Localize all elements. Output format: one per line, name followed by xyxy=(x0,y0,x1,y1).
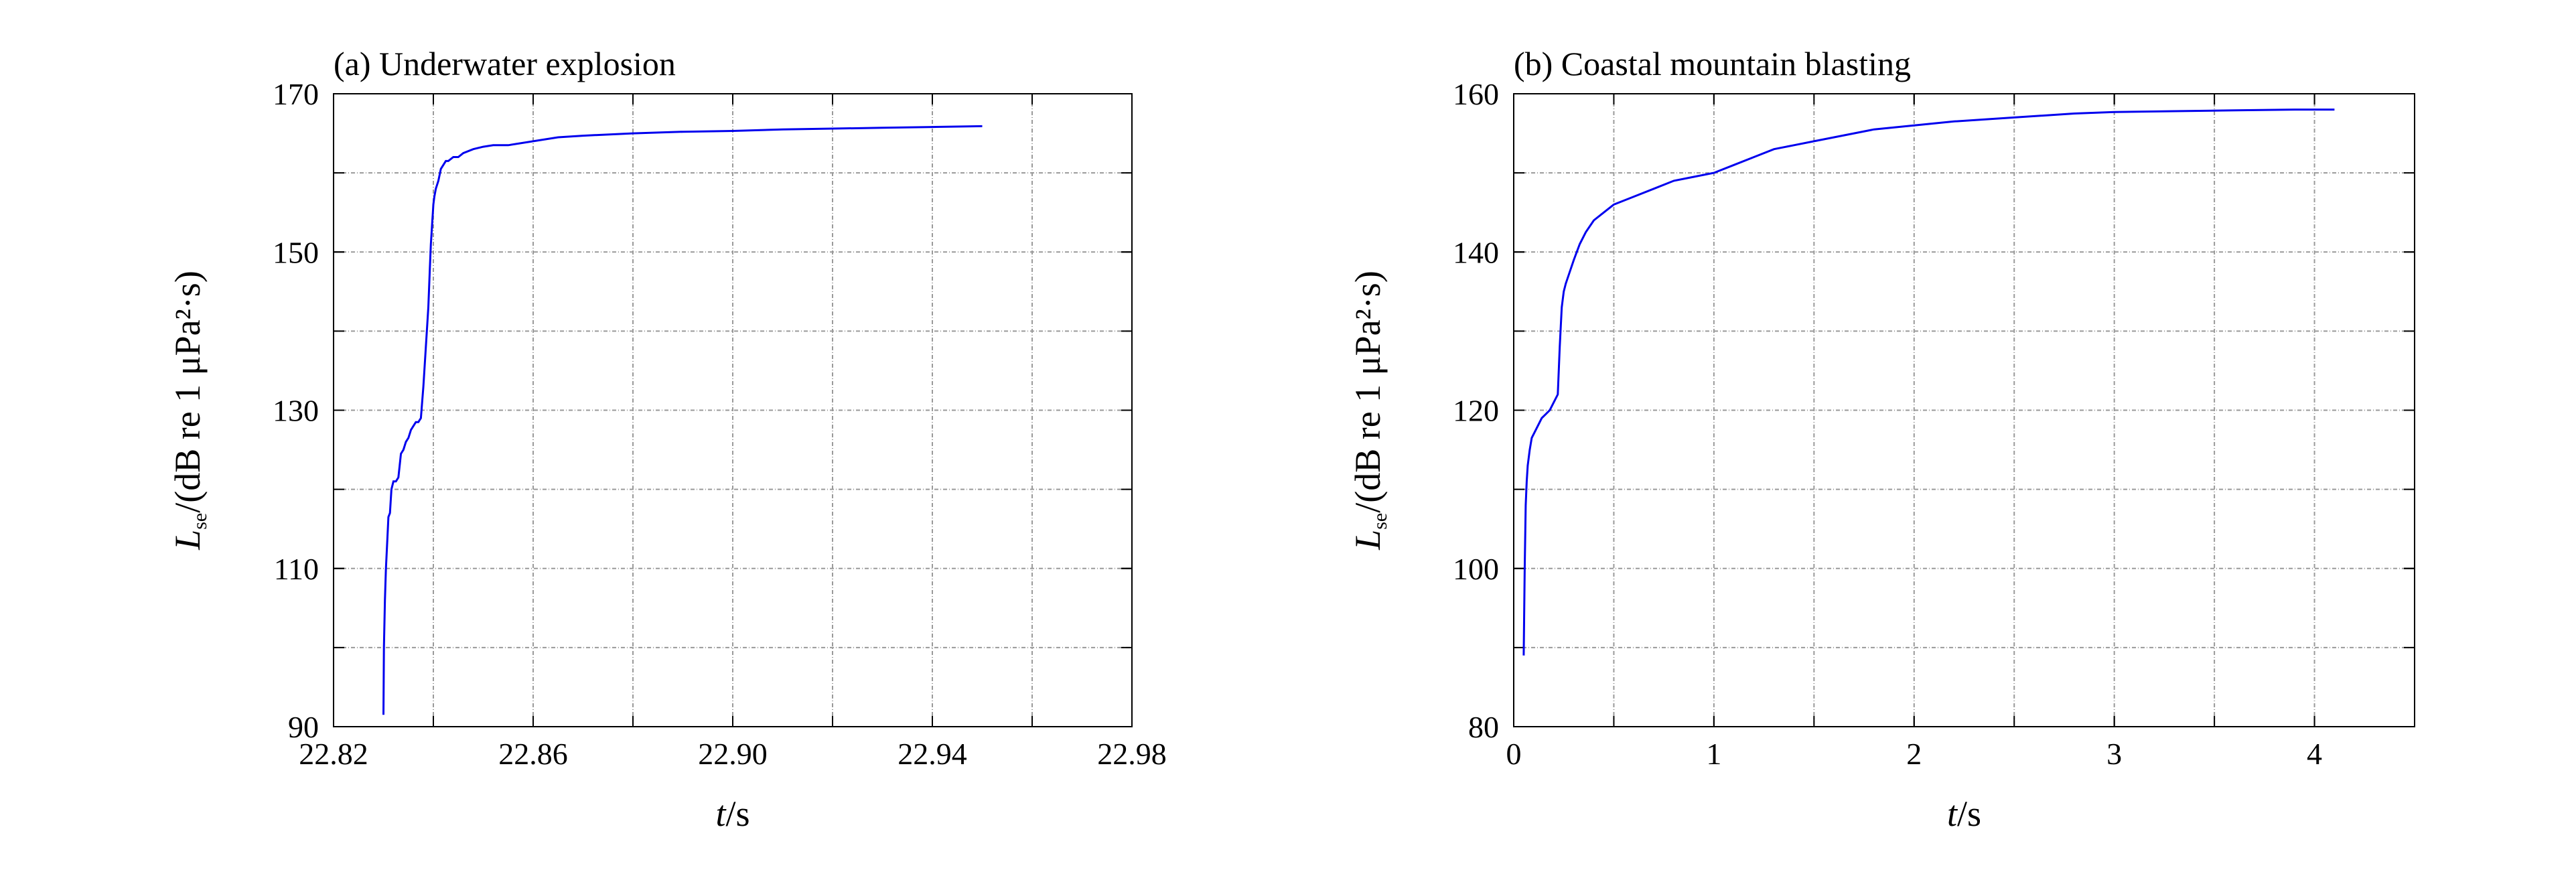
x-tick-labels: 22.82 22.86 22.90 22.94 22.98 xyxy=(299,737,1167,771)
y-tick-label: 140 xyxy=(1453,235,1499,269)
axis-ticks xyxy=(333,93,1133,727)
chart-title: (a) Underwater explosion xyxy=(334,45,676,82)
y-tick-label: 90 xyxy=(288,710,319,744)
x-tick-labels: 0 1 2 3 4 xyxy=(1506,737,2323,771)
y-tick-label: 120 xyxy=(1453,394,1499,428)
y-tick-label: 110 xyxy=(274,552,319,586)
x-tick-label: 22.90 xyxy=(698,737,768,771)
x-tick-label: 22.94 xyxy=(898,737,967,771)
y-tick-label: 160 xyxy=(1453,77,1499,111)
x-tick-label: 4 xyxy=(2307,737,2322,771)
y-axis-label: Lse/(dB re 1 μPa²·s) xyxy=(1348,271,1391,551)
x-tick-label: 0 xyxy=(1506,737,1522,771)
chart-panel-coastal-mountain-blasting: (b) Coastal mountain blasting 0 1 2 3 4 80 10… xyxy=(1348,45,2415,834)
x-tick-label: 1 xyxy=(1706,737,1721,771)
chart-panel-underwater-explosion: (a) Underwater explosion 22.82 22.86 22.90… xyxy=(167,45,1167,834)
gridlines xyxy=(1514,94,2415,727)
x-axis-label: t/s xyxy=(715,794,749,834)
y-tick-labels: 90 110 130 150 170 xyxy=(273,77,319,744)
series-line xyxy=(1522,108,2335,656)
y-tick-label: 100 xyxy=(1453,552,1499,586)
y-tick-label: 150 xyxy=(273,235,319,269)
x-tick-label: 22.98 xyxy=(1097,737,1167,771)
y-tick-label: 130 xyxy=(273,394,319,428)
axis-ticks xyxy=(1513,93,2415,727)
x-tick-label: 2 xyxy=(1906,737,1922,771)
y-tick-label: 80 xyxy=(1468,710,1499,744)
x-tick-label: 22.82 xyxy=(299,737,368,771)
gridlines xyxy=(334,94,1132,727)
y-tick-labels: 80 100 120 140 160 xyxy=(1453,77,1499,744)
x-axis-label: t/s xyxy=(1947,794,1981,834)
y-axis-label: Lse/(dB re 1 μPa²·s) xyxy=(167,271,211,551)
chart-title: (b) Coastal mountain blasting xyxy=(1514,45,1911,82)
series-line xyxy=(382,125,983,715)
x-tick-label: 3 xyxy=(2106,737,2122,771)
y-tick-label: 170 xyxy=(273,77,319,111)
x-tick-label: 22.86 xyxy=(498,737,568,771)
